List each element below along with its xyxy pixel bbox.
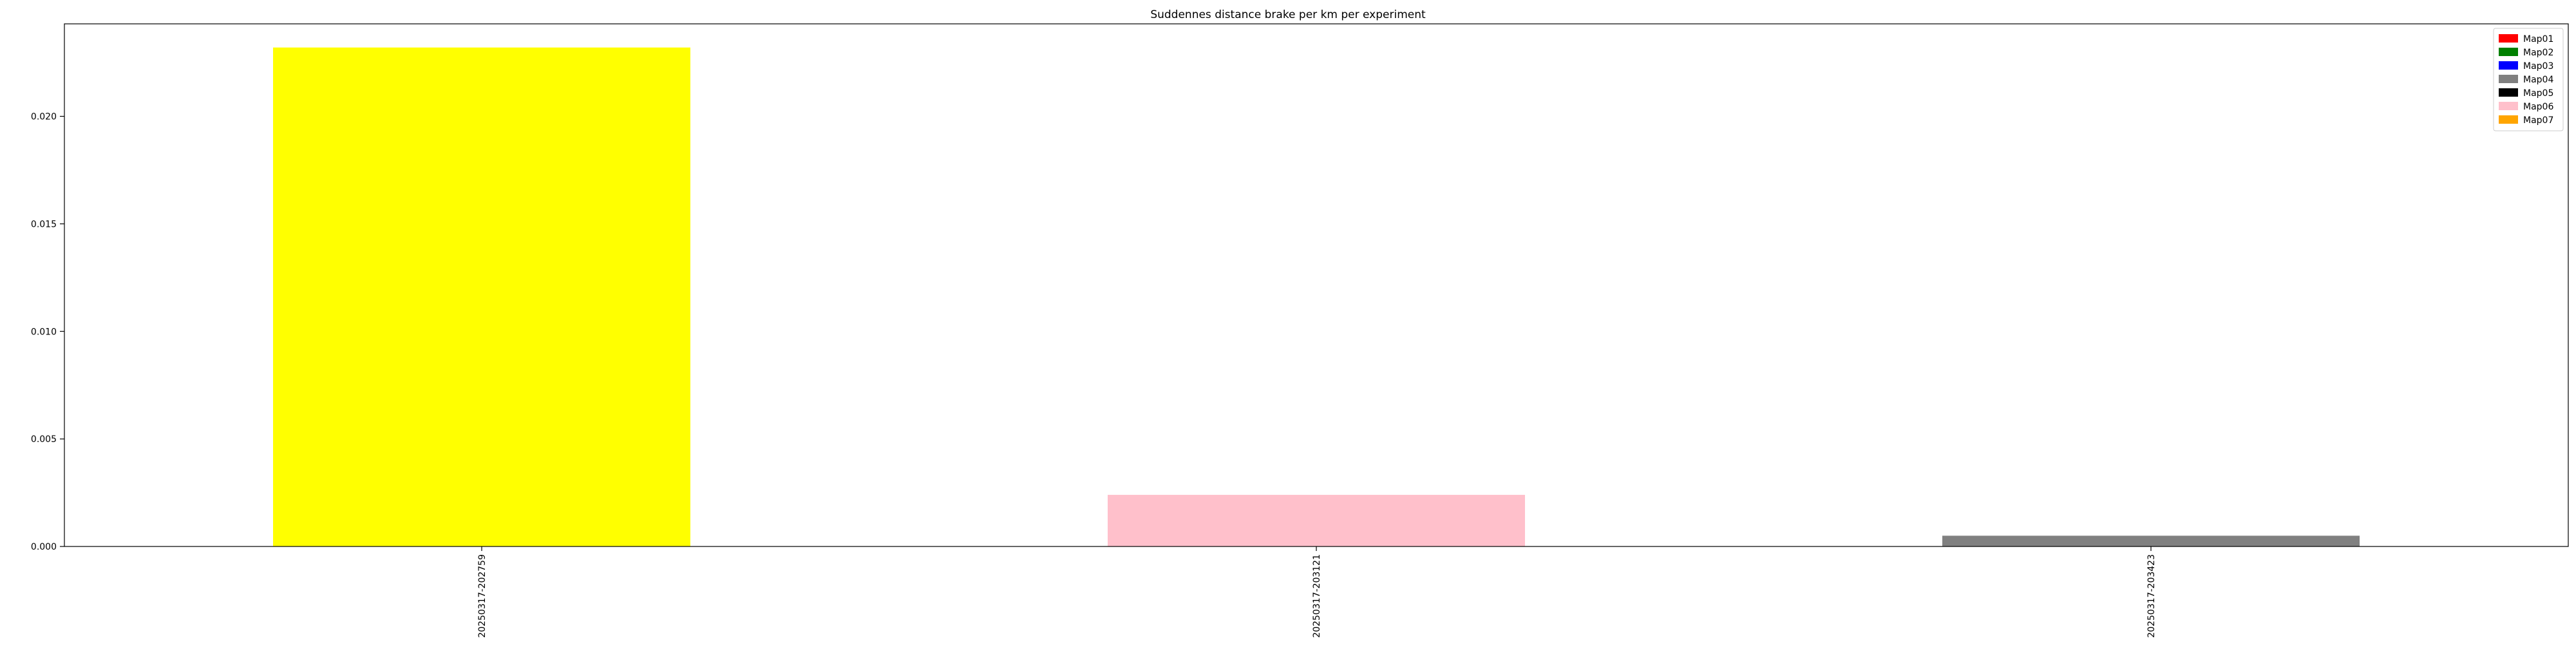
y-tick-label: 0.000	[31, 542, 57, 552]
axes-layer: 0.000 0.005 0.010 0.015 0.020 20250317-202759…	[31, 23, 2569, 638]
bar-20250317-203121	[1108, 494, 1525, 546]
legend-swatch	[2499, 115, 2518, 124]
x-tick-label: 20250317-203121	[1312, 554, 1322, 638]
bar-20250317-203423	[1942, 536, 2360, 546]
legend-swatch	[2499, 34, 2518, 43]
bars-layer	[273, 47, 2360, 547]
legend-label: Map07	[2523, 115, 2553, 126]
legend-swatch	[2499, 48, 2518, 56]
legend-label: Map04	[2523, 75, 2553, 85]
legend-label: Map02	[2523, 48, 2553, 58]
y-tick-label: 0.020	[31, 112, 57, 122]
legend-label: Map03	[2523, 61, 2553, 72]
x-tick-label: 20250317-203423	[2146, 554, 2157, 638]
legend-label: Map01	[2523, 34, 2553, 44]
legend-swatch	[2499, 88, 2518, 97]
legend-swatch	[2499, 61, 2518, 70]
legend-swatch	[2499, 102, 2518, 110]
legend-label: Map05	[2523, 88, 2553, 99]
legend-label: Map06	[2523, 102, 2553, 112]
y-tick-label: 0.010	[31, 327, 57, 337]
x-tick-label: 20250317-202759	[477, 554, 488, 638]
y-tick-label: 0.015	[31, 219, 57, 229]
y-tick-label: 0.005	[31, 434, 57, 445]
legend: Map01 Map02 Map03 Map04 Map05 Map06 Map07	[2493, 28, 2564, 131]
chart-title: Suddennes distance brake per km per expe…	[1150, 8, 1426, 21]
legend-swatch	[2499, 75, 2518, 83]
bar-20250317-202759	[273, 47, 690, 547]
